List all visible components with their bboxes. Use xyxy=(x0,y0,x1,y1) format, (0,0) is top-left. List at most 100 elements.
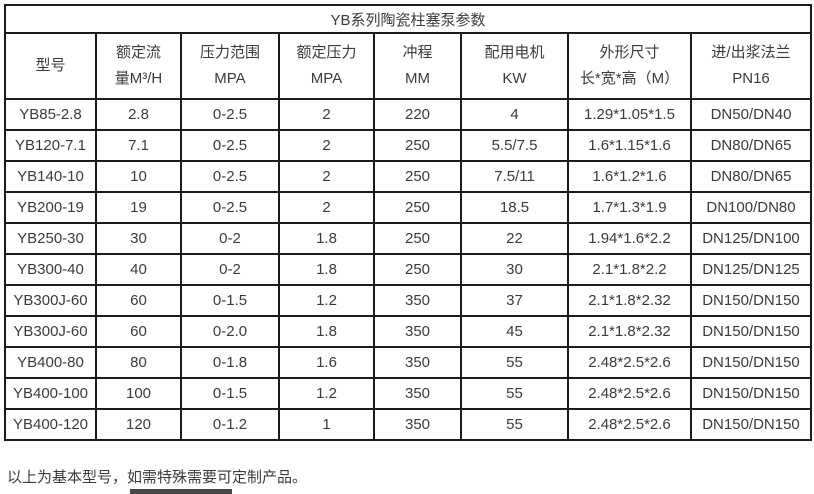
table-cell: DN125/DN100 xyxy=(689,222,813,255)
table-cell: 1.8 xyxy=(278,315,375,348)
table-cell: 2.48*2.5*2.6 xyxy=(567,346,692,379)
table-cell: 2 xyxy=(278,129,375,162)
table-cell: 60 xyxy=(95,284,182,317)
column-header: 额定流 量M³/H xyxy=(95,32,182,100)
table-row: YB250-30 30 0-2 1.8 250 22 1.94*1.6*2.2 DN125/D… xyxy=(4,222,813,255)
table-cell: 250 xyxy=(373,129,462,162)
table-cell: 0-2.5 xyxy=(180,129,280,162)
table-cell: YB400-120 xyxy=(4,408,97,441)
table-cell: 1.2 xyxy=(278,377,375,410)
table-cell: DN50/DN40 xyxy=(689,98,813,131)
table-cell: 2.48*2.5*2.6 xyxy=(567,377,692,410)
column-header: 压力范围 MPA xyxy=(180,32,280,100)
table-row: YB400-120 120 0-1.2 1 350 55 2.48*2.5*2.6 DN150… xyxy=(4,408,813,441)
table-cell: 250 xyxy=(373,160,462,193)
table-cell: 1.2 xyxy=(278,284,375,317)
table-cell: 30 xyxy=(95,222,182,255)
table-cell: 19 xyxy=(95,191,182,224)
table-cell: 2 xyxy=(278,98,375,131)
table-row: YB400-100 100 0-1.5 1.2 350 55 2.48*2.5*2.6 DN1… xyxy=(4,377,813,410)
table-cell: 2.8 xyxy=(95,98,182,131)
table-cell: YB250-30 xyxy=(4,222,97,255)
table-cell: DN150/DN150 xyxy=(689,284,813,317)
table-cell: DN80/DN65 xyxy=(689,160,813,193)
table-cell: 100 xyxy=(95,377,182,410)
table-cell: 350 xyxy=(373,377,462,410)
table-header-row: 型号 额定流 量M³/H 压力范围 MPA 额定压力 MPA 冲程 MM 配用电机 KW 外形尺寸 长*… xyxy=(4,32,813,100)
column-header: 外形尺寸 长*宽*高（M） xyxy=(567,32,692,100)
table-cell: 120 xyxy=(95,408,182,441)
partial-element-bar xyxy=(130,489,232,494)
table-cell: 2.1*1.8*2.32 xyxy=(567,315,692,348)
table-cell: 2 xyxy=(278,191,375,224)
table-cell: DN100/DN80 xyxy=(689,191,813,224)
column-header: 型号 xyxy=(4,32,97,100)
table-row: YB300J-60 60 0-2.0 1.8 350 45 2.1*1.8*2.32 DN15… xyxy=(4,315,813,348)
table-title-row: YB系列陶瓷柱塞泵参数 xyxy=(3,4,813,34)
table-row: YB300J-60 60 0-1.5 1.2 350 37 2.1*1.8*2.32 DN15… xyxy=(4,284,813,317)
table-cell: 0-1.5 xyxy=(180,377,280,410)
table-cell: 0-1.8 xyxy=(180,346,280,379)
table-cell: 350 xyxy=(373,346,462,379)
table-title: YB系列陶瓷柱塞泵参数 xyxy=(3,4,813,34)
table-cell: 2.1*1.8*2.2 xyxy=(567,253,692,286)
table-cell: 30 xyxy=(460,253,569,286)
table-cell: 55 xyxy=(460,408,569,441)
table-cell: DN80/DN65 xyxy=(689,129,813,162)
table-cell: 0-2.5 xyxy=(180,160,280,193)
table-cell: 1.8 xyxy=(278,253,375,286)
table-cell: 0-2 xyxy=(180,222,280,255)
table-cell: DN150/DN150 xyxy=(689,315,813,348)
table-cell: 350 xyxy=(373,408,462,441)
table-cell: 250 xyxy=(373,191,462,224)
table-cell: 220 xyxy=(373,98,462,131)
table-cell: 1.29*1.05*1.5 xyxy=(567,98,692,131)
table-cell: YB120-7.1 xyxy=(4,129,97,162)
table-row: YB140-10 10 0-2.5 2 250 7.5/11 1.6*1.2*1.6 DN80… xyxy=(4,160,813,193)
table-cell: 40 xyxy=(95,253,182,286)
table-cell: 0-1.2 xyxy=(180,408,280,441)
table-row: YB120-7.1 7.1 0-2.5 2 250 5.5/7.5 1.6*1.15*1.6… xyxy=(4,129,813,162)
table-cell: YB400-80 xyxy=(4,346,97,379)
table-cell: YB400-100 xyxy=(4,377,97,410)
table-cell: YB300J-60 xyxy=(4,315,97,348)
table-cell: 2 xyxy=(278,160,375,193)
table-cell: 1 xyxy=(278,408,375,441)
table-cell: YB200-19 xyxy=(4,191,97,224)
table-cell: 80 xyxy=(95,346,182,379)
table-cell: YB140-10 xyxy=(4,160,97,193)
table-row: YB300-40 40 0-2 1.8 250 30 2.1*1.8*2.2 DN125/DN… xyxy=(4,253,813,286)
table-cell: 5.5/7.5 xyxy=(460,129,569,162)
column-header: 配用电机 KW xyxy=(460,32,569,100)
table-cell: 1.8 xyxy=(278,222,375,255)
table-cell: 60 xyxy=(95,315,182,348)
table-cell: 250 xyxy=(373,222,462,255)
table-cell: 37 xyxy=(460,284,569,317)
table-cell: 1.6 xyxy=(278,346,375,379)
table-cell: 22 xyxy=(460,222,569,255)
table-cell: 55 xyxy=(460,377,569,410)
table-cell: 1.6*1.2*1.6 xyxy=(567,160,692,193)
table-cell: 0-2.5 xyxy=(180,98,280,131)
table-row: YB85-2.8 2.8 0-2.5 2 220 4 1.29*1.05*1.5 DN50/D… xyxy=(4,98,813,131)
table-cell: 0-1.5 xyxy=(180,284,280,317)
table-cell: YB300-40 xyxy=(4,253,97,286)
table-cell: 10 xyxy=(95,160,182,193)
table-cell: 4 xyxy=(460,98,569,131)
column-header: 进/出浆法兰 PN16 xyxy=(689,32,813,100)
table-cell: 0-2.5 xyxy=(180,191,280,224)
table-cell: DN150/DN150 xyxy=(689,346,813,379)
table-cell: 2.48*2.5*2.6 xyxy=(567,408,692,441)
table-cell: 7.5/11 xyxy=(460,160,569,193)
table-cell: DN125/DN125 xyxy=(689,253,813,286)
column-header: 冲程 MM xyxy=(373,32,462,100)
table-row: YB400-80 80 0-1.8 1.6 350 55 2.48*2.5*2.6 DN150… xyxy=(4,346,813,379)
table-cell: DN150/DN150 xyxy=(689,408,813,441)
footer-note: 以上为基本型号，如需特殊需要可定制产品。 xyxy=(7,469,308,486)
table-cell: 0-2.0 xyxy=(180,315,280,348)
table-cell: 45 xyxy=(460,315,569,348)
table-cell: 250 xyxy=(373,253,462,286)
table-cell: 350 xyxy=(373,284,462,317)
table-row: YB200-19 19 0-2.5 2 250 18.5 1.7*1.3*1.9 DN100/… xyxy=(4,191,813,224)
